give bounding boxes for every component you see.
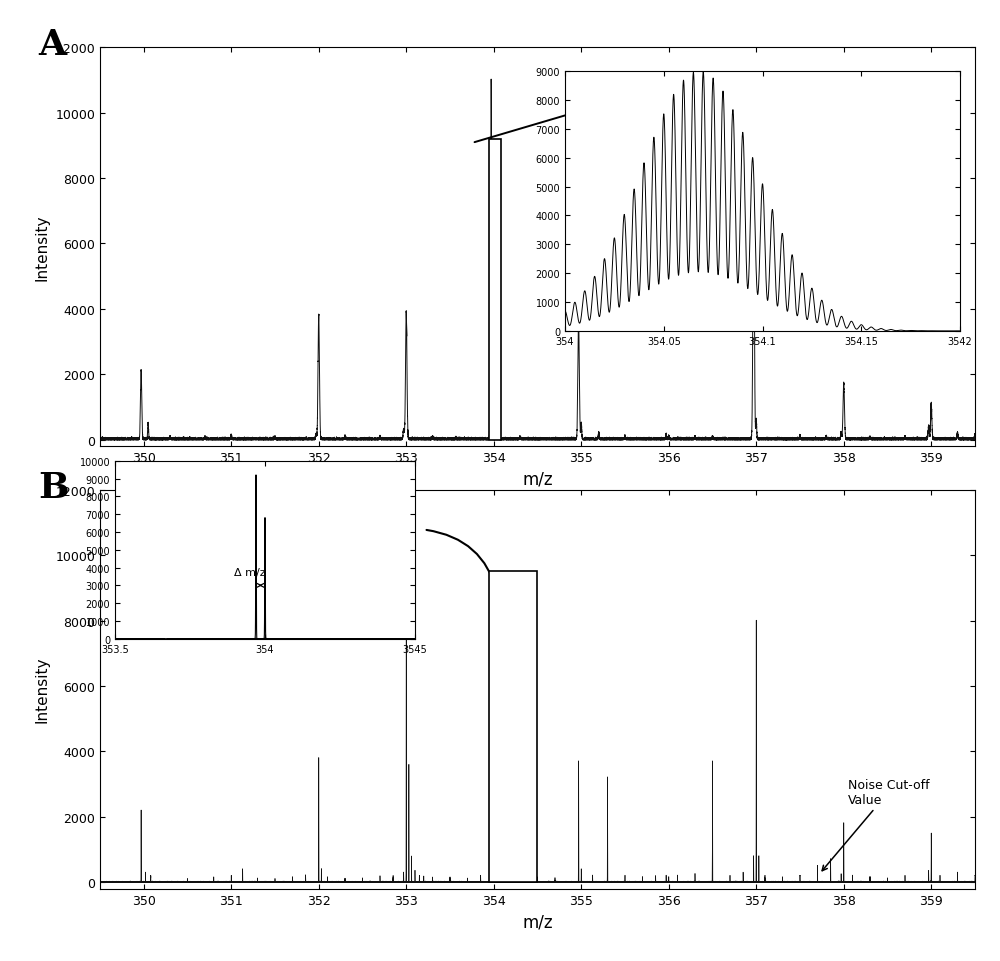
- Bar: [489, 572, 537, 882]
- X-axis label: m/z: m/z: [522, 912, 553, 930]
- Text: A: A: [39, 28, 67, 62]
- Bar: [489, 139, 501, 440]
- Text: B: B: [39, 470, 69, 505]
- Y-axis label: Intensity: Intensity: [35, 656, 50, 723]
- Text: Noise Cut-off
Value: Noise Cut-off Value: [822, 777, 930, 871]
- X-axis label: m/z: m/z: [522, 470, 553, 488]
- Y-axis label: Intensity: Intensity: [35, 214, 50, 281]
- Text: Δ m/z: Δ m/z: [234, 567, 265, 577]
